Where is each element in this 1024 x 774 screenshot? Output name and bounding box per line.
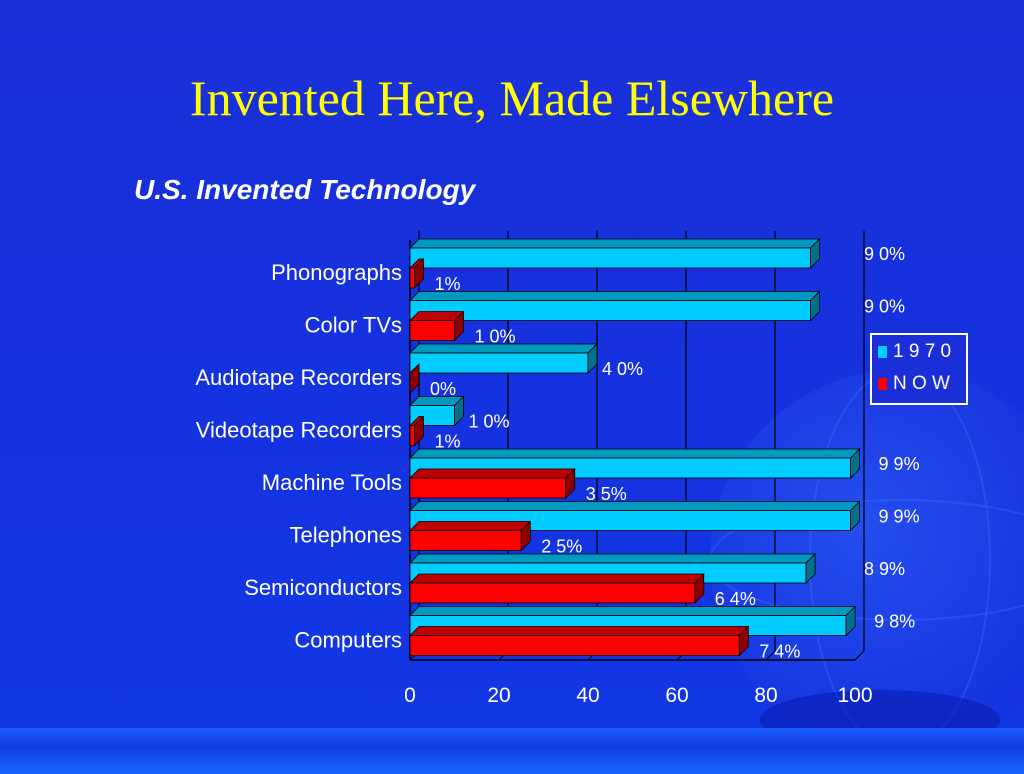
bar-side-face (810, 290, 820, 322)
bar-top-face (409, 448, 861, 459)
data-label: 9 9% (879, 454, 920, 474)
gridline-floor (765, 650, 776, 661)
category-label: Semiconductors (244, 575, 402, 600)
data-label: 1% (434, 274, 460, 294)
legend-swatch-1970 (878, 346, 887, 358)
bar-top-face (409, 343, 598, 354)
category-label: Computers (294, 628, 402, 653)
bar-side-face (454, 395, 464, 427)
bar-top-face (409, 606, 857, 616)
bar-top-face (409, 501, 861, 511)
bar-top-face (409, 573, 705, 584)
gridline-floor (854, 650, 865, 661)
x-tick-label: 20 (487, 684, 510, 707)
bar (409, 352, 589, 374)
data-label: 2 5% (541, 537, 582, 557)
bar-top-face (409, 238, 821, 249)
data-label: 9 9% (879, 507, 920, 527)
bar (409, 267, 415, 289)
category-label: Audiotape Recorders (195, 365, 402, 390)
x-tick-label: 80 (754, 684, 777, 707)
bar (409, 300, 811, 321)
bar-side-face (587, 343, 598, 374)
x-tick-label: 100 (837, 684, 872, 707)
category-label: Videotape Recorders (196, 418, 402, 443)
chart-subtitle: U.S. Invented Technology (134, 174, 476, 205)
bar-top-face (409, 553, 817, 564)
data-label: 8 9% (864, 559, 905, 579)
category-label: Color TVs (305, 313, 402, 338)
bar-top-face (409, 468, 576, 479)
bar-side-face (414, 415, 424, 447)
x-tick-label: 60 (665, 684, 688, 707)
data-label: 9 8% (874, 612, 915, 632)
legend-item-1970: 1 9 7 0 (878, 341, 951, 363)
data-label: 0% (430, 379, 456, 399)
bar-side-face (694, 573, 705, 604)
data-label: 1% (434, 432, 460, 452)
legend-label-1970: 1 9 7 0 (893, 341, 952, 362)
bar (409, 477, 567, 499)
bar-side-face (738, 625, 749, 657)
bar-side-face (850, 448, 860, 479)
data-label: 1 0% (469, 412, 510, 432)
bar-side-face (414, 258, 424, 289)
category-label: Phonographs (271, 260, 402, 285)
bar (409, 635, 740, 656)
legend-item-now: N O W (878, 373, 950, 395)
bar-side-face (810, 238, 820, 269)
data-label: 3 5% (586, 484, 627, 504)
bar (409, 247, 811, 269)
bottom-stripe (0, 728, 1024, 774)
category-label: Telephones (289, 523, 402, 548)
chart-legend: 1 9 7 0 N O W (870, 333, 968, 405)
x-tick-label: 0 (404, 684, 416, 707)
bar (409, 530, 522, 551)
bar (409, 582, 696, 604)
bar-side-face (850, 500, 860, 532)
bar-side-face (520, 520, 531, 552)
slide-title: Invented Here, Made Elsewhere (189, 70, 835, 126)
bar (409, 320, 455, 341)
bar-top-face (409, 291, 821, 301)
bar-side-face (409, 363, 420, 394)
bar-side-face (565, 468, 576, 499)
data-label: 6 4% (715, 589, 756, 609)
bar-top-face (409, 521, 532, 531)
bar-top-face (409, 626, 750, 636)
bar (409, 425, 415, 446)
data-label: 9 0% (864, 244, 905, 264)
category-label: Machine Tools (262, 470, 402, 495)
bar-side-face (454, 310, 464, 342)
data-label: 4 0% (602, 359, 643, 379)
data-label: 7 4% (759, 642, 800, 662)
bar-side-face (805, 553, 816, 584)
legend-label-now: N O W (893, 373, 950, 394)
legend-swatch-now (878, 378, 887, 390)
x-tick-label: 40 (576, 684, 599, 707)
data-label: 9 0% (864, 297, 905, 317)
bar-side-face (845, 605, 856, 637)
data-label: 1 0% (475, 327, 516, 347)
